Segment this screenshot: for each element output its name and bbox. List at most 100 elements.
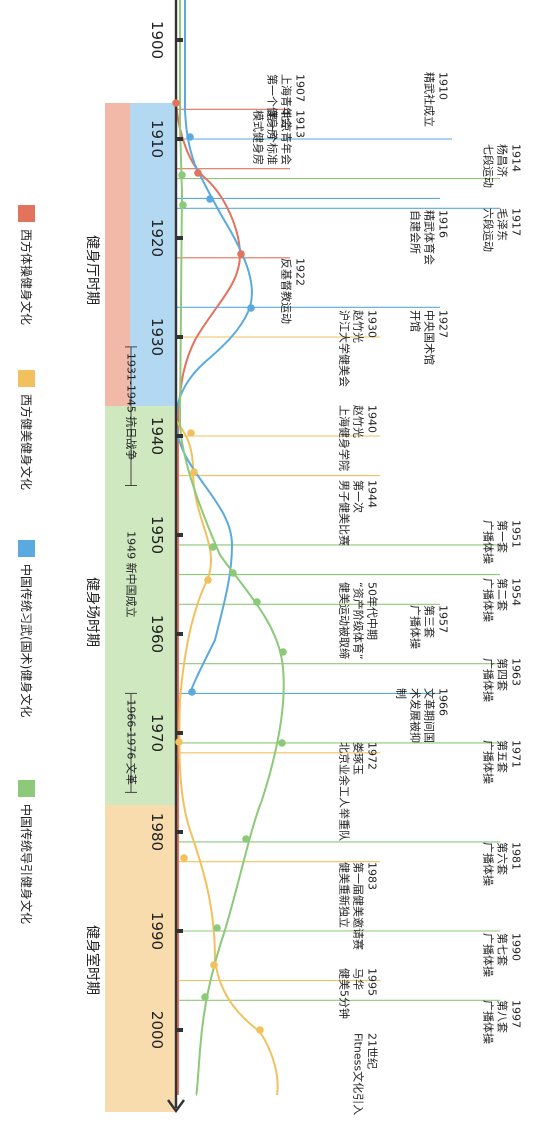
event-text: 广播体操 [482, 933, 496, 977]
event-year: 1913 [294, 110, 307, 138]
event-dot [278, 739, 286, 747]
year-label: 1990 [148, 912, 166, 950]
event-text: 第二套 [496, 578, 510, 611]
event-dot [201, 993, 209, 1001]
event-text: 第一个健身房 [266, 74, 280, 140]
event-text: 北京青年会 [280, 110, 294, 165]
chinese-martial-arts-curve [174, 0, 253, 696]
event-text: 第一次 [352, 480, 366, 513]
decade-tick [176, 335, 183, 339]
event-year: 1907 [294, 74, 307, 102]
event-dot [180, 854, 188, 862]
event-year: 1922 [294, 258, 307, 286]
decade-tick [176, 731, 183, 735]
event-text: 毛泽东 [496, 208, 509, 241]
event-year: 1963 [510, 658, 523, 686]
event-text: 广播体操 [482, 578, 496, 622]
decade-tick [176, 830, 183, 834]
event-dot [172, 99, 180, 107]
event-dot [194, 169, 202, 177]
year-label: 1970 [148, 714, 166, 752]
event-text: 北京业余工人举重队 [338, 742, 352, 841]
event-text: 开馆 [409, 310, 423, 332]
event-text: 模式健身房 [252, 110, 266, 165]
event-dot [229, 569, 237, 577]
event-text: 马华 [352, 968, 366, 990]
period-band-field [105, 406, 176, 805]
event-year: 1995 [366, 968, 379, 996]
event-text: 第一届健美邀请赛 [352, 862, 366, 950]
legend-label: 西方健美健身文化 [19, 394, 34, 490]
event-year: 1971 [510, 740, 523, 768]
event-dot [204, 576, 212, 584]
decade-tick [176, 1028, 183, 1032]
decade-tick [176, 533, 183, 537]
event-text: 男子健美比赛 [338, 480, 352, 546]
event-year: 1940 [366, 405, 379, 433]
legend-swatch [18, 540, 35, 557]
event-year: 1944 [366, 480, 379, 508]
event-year: 1914 [510, 144, 523, 172]
event-dot [206, 195, 214, 203]
year-label: 1980 [148, 813, 166, 851]
span-label: 1966-1976 文革 [125, 699, 139, 784]
event-text: Fitness文化引入 [352, 1033, 366, 1115]
event-text: “资产阶级体育” [352, 582, 366, 659]
western-bodybuilding-curve [175, 0, 279, 1096]
event-text: 娄琢玉 [352, 742, 365, 775]
decade-tick [176, 38, 183, 42]
event-text: 第一套 [496, 520, 510, 553]
period-band-room [105, 805, 176, 1112]
event-dot [188, 688, 196, 696]
event-dot [178, 171, 186, 179]
year-label: 1920 [148, 219, 166, 257]
decade-tick [176, 929, 183, 933]
event-year: 1990 [510, 933, 523, 961]
event-text: 制 [395, 688, 408, 699]
legend-swatch [18, 370, 35, 387]
event-year: 1954 [510, 578, 523, 606]
event-text: 上海青年会 [280, 74, 294, 129]
event-text: 杨昌济 [496, 144, 510, 177]
legend-label: 中国传统习武(国术)健身文化 [19, 564, 34, 717]
period-label: 健身场时期 [84, 577, 100, 647]
period-band-hall [105, 103, 130, 406]
event-text: 精武社成立 [423, 72, 437, 127]
event-text: 赵竹光 [352, 405, 366, 438]
event-text: 第四套 [496, 658, 510, 691]
event-text: 第五套 [496, 740, 510, 773]
event-text: 健美运动被取缔 [338, 582, 352, 659]
period-band-hall-blue [130, 103, 176, 406]
event-dots [172, 99, 287, 1034]
period-label: 健身室时期 [84, 925, 101, 995]
event-year: 1997 [510, 1000, 523, 1028]
event-text: 六段运动 [482, 208, 496, 252]
event-dot [237, 250, 245, 258]
year-label: 1940 [148, 417, 166, 455]
event-text: 广播体操 [482, 842, 496, 886]
event-text: 广播体操 [409, 605, 423, 649]
event-dot [279, 648, 287, 656]
event-text: 健美重新独立 [338, 862, 352, 928]
event-dot [179, 201, 187, 209]
event-text: 沪江大学健美会 [338, 310, 352, 387]
event-dot [213, 924, 221, 932]
decade-tick [176, 137, 183, 141]
decade-tick [176, 236, 183, 240]
event-dot [175, 738, 183, 746]
year-label: 1930 [148, 318, 166, 356]
event-year: 1910 [437, 72, 450, 100]
event-year: 1927 [437, 310, 450, 338]
span-label: 1949 新中国成立 [125, 531, 139, 618]
event-dot [247, 304, 255, 312]
year-label: 1900 [148, 21, 166, 59]
year-labels: 1900 1910 1920 1930 1940 1950 1960 1970 1980 1990… [148, 21, 166, 1049]
event-text: 广播体操 [482, 740, 496, 784]
event-dot [190, 468, 198, 476]
legend-label: 西方体操健身文化 [19, 229, 34, 325]
event-text: 第三套 [423, 605, 437, 638]
